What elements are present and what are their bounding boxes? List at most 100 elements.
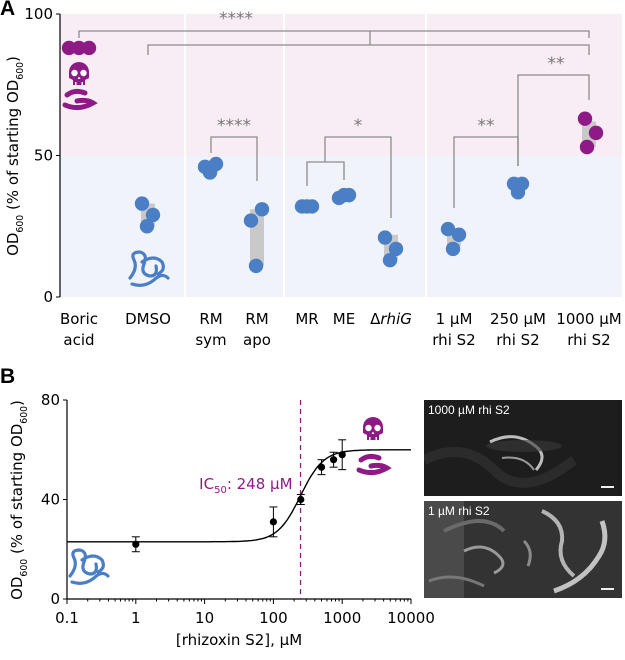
bracket-dmso-1000 xyxy=(147,44,590,55)
skull-tooth xyxy=(75,82,77,85)
y-axis-title-part: 600 xyxy=(15,62,26,80)
live-worms-icon xyxy=(128,250,170,287)
skull-icon xyxy=(69,62,89,85)
data-point xyxy=(338,451,346,459)
x-tick-label: 1 xyxy=(131,609,141,627)
data-point xyxy=(61,40,77,56)
data-point xyxy=(510,185,526,200)
ic50-annotation: IC50: 248 µM xyxy=(199,475,292,496)
x-tick-label: 10 xyxy=(195,609,214,627)
worm-shape xyxy=(140,256,165,276)
x-category-label: apo xyxy=(243,331,271,349)
data-point xyxy=(71,40,87,56)
skull-eye xyxy=(365,424,372,432)
data-point xyxy=(445,241,461,257)
significance-bracket xyxy=(517,74,590,166)
x-category-label: RM xyxy=(245,310,268,328)
x-category-label: ME xyxy=(333,310,355,328)
dead-worm-icon xyxy=(356,453,392,476)
x-tick-label: 10000 xyxy=(387,609,435,627)
y-axis-title-part: (% of starting OD xyxy=(4,80,22,215)
y-axis-title-part: (% of starting OD xyxy=(8,424,26,559)
x-tick-label: 100 xyxy=(259,609,288,627)
y-tick-label: 50 xyxy=(34,147,53,165)
significance-bracket xyxy=(210,136,258,181)
y-axis-title-part: ) xyxy=(4,56,22,62)
data-point xyxy=(145,207,161,223)
skull-tooth xyxy=(375,437,377,440)
data-point xyxy=(341,187,357,203)
data-point xyxy=(382,253,398,268)
x-category-label: acid xyxy=(63,331,94,349)
micrograph-low-dose: 1 µM rhi S2 xyxy=(424,501,622,598)
x-category-label: DMSO xyxy=(125,310,171,328)
worm-shape xyxy=(128,250,158,280)
data-point xyxy=(388,241,404,257)
micrograph-low-dose-label: 1 µM rhi S2 xyxy=(428,504,490,518)
data-point xyxy=(243,213,259,228)
data-point xyxy=(579,139,595,155)
live-worms-icon xyxy=(68,548,110,585)
dead-worm-icon xyxy=(62,88,98,111)
worm-shape xyxy=(70,571,110,585)
worm-shape xyxy=(130,273,170,287)
significance-bracket xyxy=(324,136,392,218)
skull-tooth xyxy=(369,437,371,440)
worm-shape xyxy=(68,548,98,578)
data-point xyxy=(269,518,277,526)
significance-label: **** xyxy=(219,9,253,29)
micrograph-high-dose-label: 1000 µM rhi S2 xyxy=(428,403,510,417)
skull-shape xyxy=(363,417,383,440)
skull-eye xyxy=(71,69,78,77)
y-axis-title: OD600 (% of starting OD600) xyxy=(8,400,30,600)
background-band xyxy=(60,14,622,156)
data-point xyxy=(132,540,140,548)
ic50-annotation-part: : 248 µM xyxy=(227,475,293,493)
panel-b-letter: B xyxy=(0,365,16,388)
y-axis-title-part: 600 xyxy=(19,406,30,424)
x-category-label: 1 µM xyxy=(436,310,473,328)
worm-shape xyxy=(80,554,105,574)
skull-eye xyxy=(80,69,87,77)
skull-icon xyxy=(363,417,383,440)
bracket-boric-1000 xyxy=(78,30,590,38)
y-axis-title-part: OD xyxy=(4,233,22,256)
worm-shape xyxy=(356,453,392,476)
data-point xyxy=(377,230,393,245)
x-category-label: 250 µM xyxy=(490,310,546,328)
x-category-label: Boric xyxy=(60,310,98,328)
y-tick-label: 0 xyxy=(43,288,53,306)
y-tick-label: 0 xyxy=(50,590,60,608)
skull-shape xyxy=(69,62,89,85)
x-axis-title: [rhizoxin S2], µM xyxy=(176,631,302,649)
y-axis-title-part: ) xyxy=(8,400,26,406)
y-tick-label: 80 xyxy=(41,391,60,409)
data-point xyxy=(248,258,264,274)
data-point xyxy=(254,202,270,217)
gene-name-part: rhiG xyxy=(380,310,411,328)
data-point xyxy=(297,495,305,504)
scale-bar xyxy=(601,588,614,590)
data-point xyxy=(134,196,150,211)
y-axis-title-part: 600 xyxy=(19,559,30,577)
ic50-annotation-part: IC xyxy=(199,475,214,493)
x-category-label: MR xyxy=(295,310,318,328)
y-axis-title: OD600 (% of starting OD600) xyxy=(4,56,26,256)
data-point xyxy=(440,221,456,237)
data-point xyxy=(451,227,467,242)
y-tick-label: 100 xyxy=(24,5,53,23)
x-category-label: rhi S2 xyxy=(496,331,539,349)
y-tick-label: 40 xyxy=(41,491,60,509)
x-category-label: rhi S2 xyxy=(567,331,610,349)
significance-label: ** xyxy=(548,54,565,74)
ic50-annotation-part: 50 xyxy=(214,485,227,496)
data-point xyxy=(330,456,338,464)
worm-micrograph-alive xyxy=(424,501,608,598)
skull-eye xyxy=(374,424,381,432)
worm-shape xyxy=(62,88,98,111)
data-point xyxy=(139,219,155,234)
micrograph-high-dose: 1000 µM rhi S2 xyxy=(424,400,622,496)
x-category-label: sym xyxy=(195,331,226,349)
y-axis-title-part: 600 xyxy=(15,215,26,233)
